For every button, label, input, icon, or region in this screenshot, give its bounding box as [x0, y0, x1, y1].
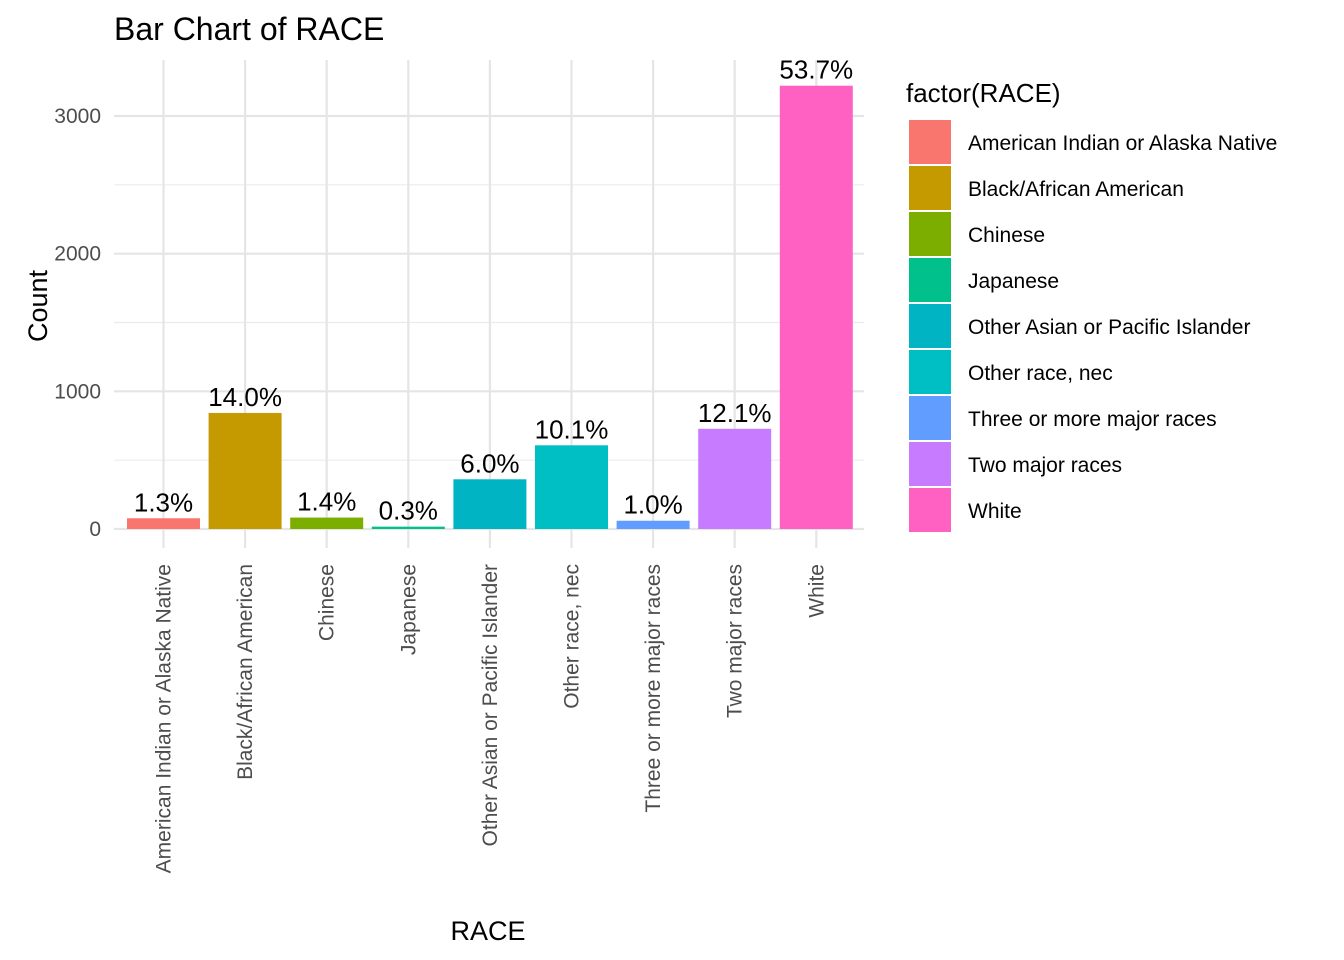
x-axis-ticks: American Indian or Alaska Native Black/Af… — [153, 564, 829, 873]
legend-label: Two major races — [968, 454, 1122, 477]
bars — [127, 85, 853, 530]
legend-swatch — [909, 258, 951, 302]
y-axis-ticks: 0 1000 2000 3000 — [54, 105, 101, 541]
x-tick-label: Black/African American — [234, 564, 257, 780]
legend-label: Black/African American — [968, 178, 1184, 201]
data-label: 1.4% — [297, 487, 356, 517]
data-label: 14.0% — [208, 382, 282, 412]
legend-swatch — [909, 120, 951, 164]
x-tick-label: White — [805, 564, 828, 618]
legend-swatch — [909, 212, 951, 256]
legend: factor(RACE) American Indian or Alaska N… — [906, 78, 1277, 532]
data-label: 1.0% — [623, 490, 682, 520]
y-tick-label: 1000 — [54, 380, 101, 403]
legend-label: Other Asian or Pacific Islander — [968, 316, 1250, 339]
data-label: 6.0% — [460, 448, 519, 478]
legend-swatch — [909, 442, 951, 486]
data-label: 12.1% — [698, 398, 772, 428]
chart-title: Bar Chart of RACE — [114, 11, 384, 47]
legend-label: White — [968, 500, 1022, 523]
legend-label: American Indian or Alaska Native — [968, 132, 1277, 155]
legend-swatch — [909, 350, 951, 394]
x-tick-label: Japanese — [397, 564, 420, 655]
x-tick-label: Chinese — [316, 564, 339, 641]
data-label: 1.3% — [134, 487, 193, 517]
bar — [698, 428, 772, 529]
bar — [535, 445, 608, 529]
x-tick-label: Other Asian or Pacific Islander — [479, 564, 502, 846]
data-label: 10.1% — [535, 414, 609, 444]
bar — [208, 412, 282, 529]
legend-swatch — [909, 166, 951, 210]
x-tick-label: Other race, nec — [561, 564, 584, 709]
data-label: 53.7% — [779, 55, 853, 85]
bar — [453, 479, 527, 529]
data-labels: 1.3% 14.0% 1.4% 0.3% 6.0% 10.1% 1.0% 12.1% 53.7% — [134, 55, 853, 526]
y-tick-label: 2000 — [54, 243, 101, 266]
legend-label: Other race, nec — [968, 362, 1113, 385]
legend-label: Japanese — [968, 270, 1059, 293]
bar — [371, 526, 445, 529]
x-tick-label: Two major races — [724, 564, 747, 718]
legend-swatch — [909, 304, 951, 348]
legend-swatch — [909, 396, 951, 440]
legend-swatch — [909, 488, 951, 532]
legend-label: Chinese — [968, 224, 1045, 247]
y-tick-label: 0 — [89, 518, 101, 541]
x-tick-label: Three or more major races — [642, 564, 665, 813]
bar — [290, 517, 364, 529]
x-tick-label: American Indian or Alaska Native — [153, 564, 176, 873]
bar — [127, 518, 200, 529]
legend-label: Three or more major races — [968, 408, 1217, 431]
y-tick-label: 3000 — [54, 105, 101, 128]
data-label: 0.3% — [379, 496, 438, 526]
legend-title: factor(RACE) — [906, 78, 1061, 108]
y-axis-title: Count — [23, 269, 53, 342]
bar — [779, 85, 853, 530]
x-axis-title: RACE — [450, 916, 525, 946]
bar — [616, 520, 690, 529]
